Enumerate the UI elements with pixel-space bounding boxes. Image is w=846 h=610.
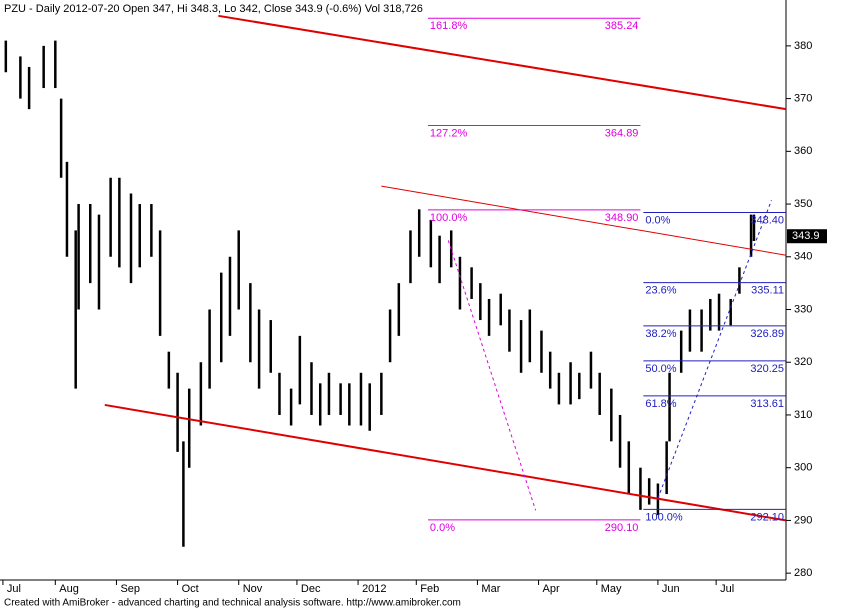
y-tick-label: 290	[794, 514, 812, 526]
fib-label: 23.6%	[645, 284, 676, 296]
y-tick-label: 310	[794, 409, 812, 421]
last-price-box	[787, 229, 827, 244]
y-tick-label: 300	[794, 462, 812, 474]
fib-label: 100.0%	[430, 212, 468, 224]
fib-value: 364.89	[605, 127, 639, 139]
x-tick-label: Oct	[182, 583, 199, 595]
y-tick-label: 330	[794, 303, 812, 315]
y-tick-label: 340	[794, 251, 812, 263]
trend-line	[657, 200, 772, 499]
fib-value: 292.10	[750, 511, 784, 523]
x-tick-label: Jul	[7, 583, 21, 595]
x-tick-label: Aug	[59, 583, 79, 595]
x-tick-label: Sep	[120, 583, 140, 595]
y-tick-label: 320	[794, 356, 812, 368]
x-tick-label: Dec	[301, 583, 321, 595]
y-tick-label: 280	[794, 567, 812, 579]
fib-label: 0.0%	[645, 214, 670, 226]
fib-value: 290.10	[605, 522, 639, 534]
fib-label: 50.0%	[645, 363, 676, 375]
fib-value: 320.25	[750, 363, 784, 375]
y-tick-label: 370	[794, 93, 812, 105]
fib-value: 335.11	[751, 284, 784, 296]
fib-label: 100.0%	[645, 511, 683, 523]
fib-value: 326.89	[750, 328, 784, 340]
fib-label: 161.8%	[430, 20, 468, 32]
fib-label: 38.2%	[645, 328, 676, 340]
y-tick-label: 360	[794, 145, 812, 157]
channel-line	[381, 185, 787, 256]
fib-value: 348.90	[605, 212, 639, 224]
channel-line	[104, 403, 787, 522]
fib-label: 127.2%	[430, 127, 468, 139]
fib-label: 0.0%	[430, 522, 455, 534]
fib-value: 348.40	[750, 214, 784, 226]
x-tick-label: 2012	[362, 583, 386, 595]
last-price-label: 343.9	[792, 230, 820, 242]
x-tick-label: Mar	[481, 583, 500, 595]
x-tick-label: Feb	[420, 583, 439, 595]
fib-value: 313.61	[750, 398, 784, 410]
chart-title: PZU - Daily 2012-07-20 Open 347, Hi 348.…	[4, 3, 423, 15]
x-tick-label: May	[601, 583, 622, 595]
channel-line	[218, 14, 787, 111]
fib-label: 61.8%	[645, 398, 676, 410]
trend-line	[447, 240, 537, 511]
x-tick-label: Apr	[543, 583, 560, 595]
x-tick-label: Nov	[243, 583, 263, 595]
y-tick-label: 380	[794, 40, 812, 52]
x-tick-label: Jul	[720, 583, 734, 595]
footer: Created with AmiBroker - advanced charti…	[4, 598, 461, 609]
x-tick-label: Jun	[662, 583, 680, 595]
y-tick-label: 350	[794, 198, 812, 210]
fib-value: 385.24	[605, 20, 639, 32]
